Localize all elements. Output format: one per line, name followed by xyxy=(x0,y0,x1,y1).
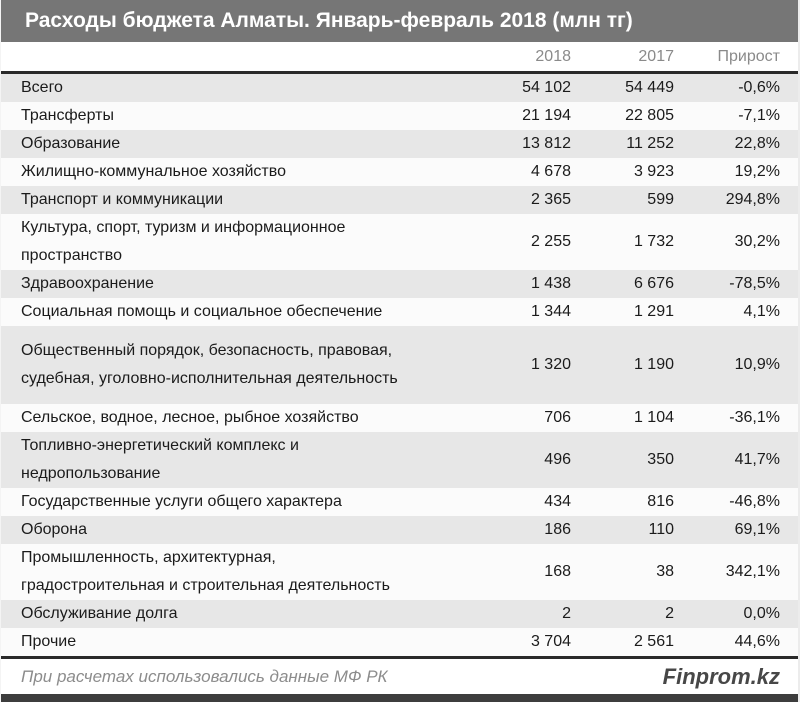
row-label: Прочие xyxy=(21,633,77,650)
table-row: Социальная помощь и социальное обеспечен… xyxy=(1,298,798,326)
value-2017: 38 xyxy=(656,563,674,580)
source-note: При расчетах использовались данные МФ РК xyxy=(21,666,388,686)
row-label: Топливно-энергетический комплекс и недро… xyxy=(21,437,299,482)
growth-value: 342,1% xyxy=(725,563,780,580)
value-2018: 1 438 xyxy=(530,275,571,292)
growth-value: -78,5% xyxy=(729,275,780,292)
table-row: Государственные услуги общего характера … xyxy=(1,488,798,516)
growth-value: 22,8% xyxy=(734,135,780,152)
value-2018: 168 xyxy=(544,563,571,580)
growth-value: -7,1% xyxy=(738,107,780,124)
page-title: Расходы бюджета Алматы. Январь-февраль 2… xyxy=(25,9,633,32)
row-label: Обслуживание долга xyxy=(21,605,178,622)
row-label: Всего xyxy=(21,79,63,96)
row-label: Здравоохранение xyxy=(21,275,154,292)
growth-value: 19,2% xyxy=(734,163,780,180)
header-divider xyxy=(1,71,798,74)
table-row: Промышленность, архитектурная, градостро… xyxy=(1,544,798,600)
value-2018: 2 255 xyxy=(530,233,571,250)
row-label: Общественный порядок, безопасность, прав… xyxy=(21,342,398,387)
value-2018: 496 xyxy=(544,451,571,468)
growth-value: 10,9% xyxy=(734,356,780,373)
table-row: Здравоохранение 1 438 6 676 -78,5% xyxy=(1,270,798,298)
row-label: Промышленность, архитектурная, градостро… xyxy=(21,549,390,594)
value-2017: 22 805 xyxy=(625,107,674,124)
value-2017: 2 561 xyxy=(633,633,674,650)
value-2018: 4 678 xyxy=(530,163,571,180)
brand-logo: Finprom.kz xyxy=(662,663,780,689)
value-2017: 1 104 xyxy=(633,409,674,426)
table-row: Трансферты 21 194 22 805 -7,1% xyxy=(1,102,798,130)
value-2017: 11 252 xyxy=(626,135,674,152)
growth-value: 41,7% xyxy=(734,451,780,468)
table-body: Всего 54 102 54 449 -0,6% Трансферты 21 … xyxy=(1,74,798,656)
value-2017: 110 xyxy=(648,521,674,538)
value-2018: 434 xyxy=(544,493,571,510)
table-header-row: 2018 2017 Прирост xyxy=(1,42,798,71)
table-row: Прочие 3 704 2 561 44,6% xyxy=(1,628,798,656)
value-2017: 1 291 xyxy=(633,303,674,320)
value-2018: 1 320 xyxy=(530,356,571,373)
value-2017: 599 xyxy=(647,191,674,208)
growth-value: 0,0% xyxy=(743,605,780,622)
value-2018: 1 344 xyxy=(530,303,571,320)
table-row: Обслуживание долга 2 2 0,0% xyxy=(1,600,798,628)
value-2017: 816 xyxy=(647,493,674,510)
bottom-accent-bar xyxy=(1,694,798,702)
growth-value: 30,2% xyxy=(734,233,780,250)
value-2017: 350 xyxy=(647,451,674,468)
growth-value: -36,1% xyxy=(729,409,780,426)
growth-value: 69,1% xyxy=(734,521,780,538)
table-row: Транспорт и коммуникации 2 365 599 294,8… xyxy=(1,186,798,214)
value-2018: 706 xyxy=(544,409,571,426)
value-2017: 1 190 xyxy=(633,356,674,373)
row-label: Сельское, водное, лесное, рыбное хозяйст… xyxy=(21,409,359,426)
value-2018: 186 xyxy=(544,521,571,538)
row-label: Государственные услуги общего характера xyxy=(21,493,342,510)
row-label: Образование xyxy=(21,135,121,152)
value-2018: 3 704 xyxy=(530,633,571,650)
row-label: Социальная помощь и социальное обеспечен… xyxy=(21,303,383,320)
row-label: Культура, спорт, туризм и информационное… xyxy=(21,219,346,264)
value-2018: 2 365 xyxy=(530,191,571,208)
value-2018: 13 812 xyxy=(522,135,571,152)
table-row: Жилищно-коммунальное хозяйство 4 678 3 9… xyxy=(1,158,798,186)
value-2017: 3 923 xyxy=(633,163,674,180)
value-2017: 1 732 xyxy=(633,233,674,250)
table-row: Оборона 186 110 69,1% xyxy=(1,516,798,544)
table-row: Сельское, водное, лесное, рыбное хозяйст… xyxy=(1,404,798,432)
value-2017: 54 449 xyxy=(625,79,674,96)
title-bar: Расходы бюджета Алматы. Январь-февраль 2… xyxy=(1,0,798,42)
table-row: Образование 13 812 11 252 22,8% xyxy=(1,130,798,158)
footer: При расчетах использовались данные МФ РК… xyxy=(1,659,798,694)
value-2017: 6 676 xyxy=(633,275,674,292)
table-row: Всего 54 102 54 449 -0,6% xyxy=(1,74,798,102)
value-2018: 54 102 xyxy=(522,79,571,96)
growth-value: -46,8% xyxy=(729,493,780,510)
growth-value: 44,6% xyxy=(734,633,780,650)
column-header-2017: 2017 xyxy=(638,47,674,65)
row-label: Трансферты xyxy=(21,107,114,124)
growth-value: -0,6% xyxy=(738,79,780,96)
column-header-2018: 2018 xyxy=(535,47,571,65)
table-row: Культура, спорт, туризм и информационное… xyxy=(1,214,798,270)
row-label: Транспорт и коммуникации xyxy=(21,191,224,208)
value-2018: 2 xyxy=(562,605,571,622)
value-2017: 2 xyxy=(665,605,674,622)
growth-value: 294,8% xyxy=(725,191,780,208)
footer-divider xyxy=(1,656,798,659)
row-label: Оборона xyxy=(21,521,88,538)
row-label: Жилищно-коммунальное хозяйство xyxy=(21,163,286,180)
value-2018: 21 194 xyxy=(522,107,571,124)
table-row: Общественный порядок, безопасность, прав… xyxy=(1,326,798,404)
table-row: Топливно-энергетический комплекс и недро… xyxy=(1,432,798,488)
growth-value: 4,1% xyxy=(743,303,780,320)
column-header-growth: Прирост xyxy=(717,47,780,65)
